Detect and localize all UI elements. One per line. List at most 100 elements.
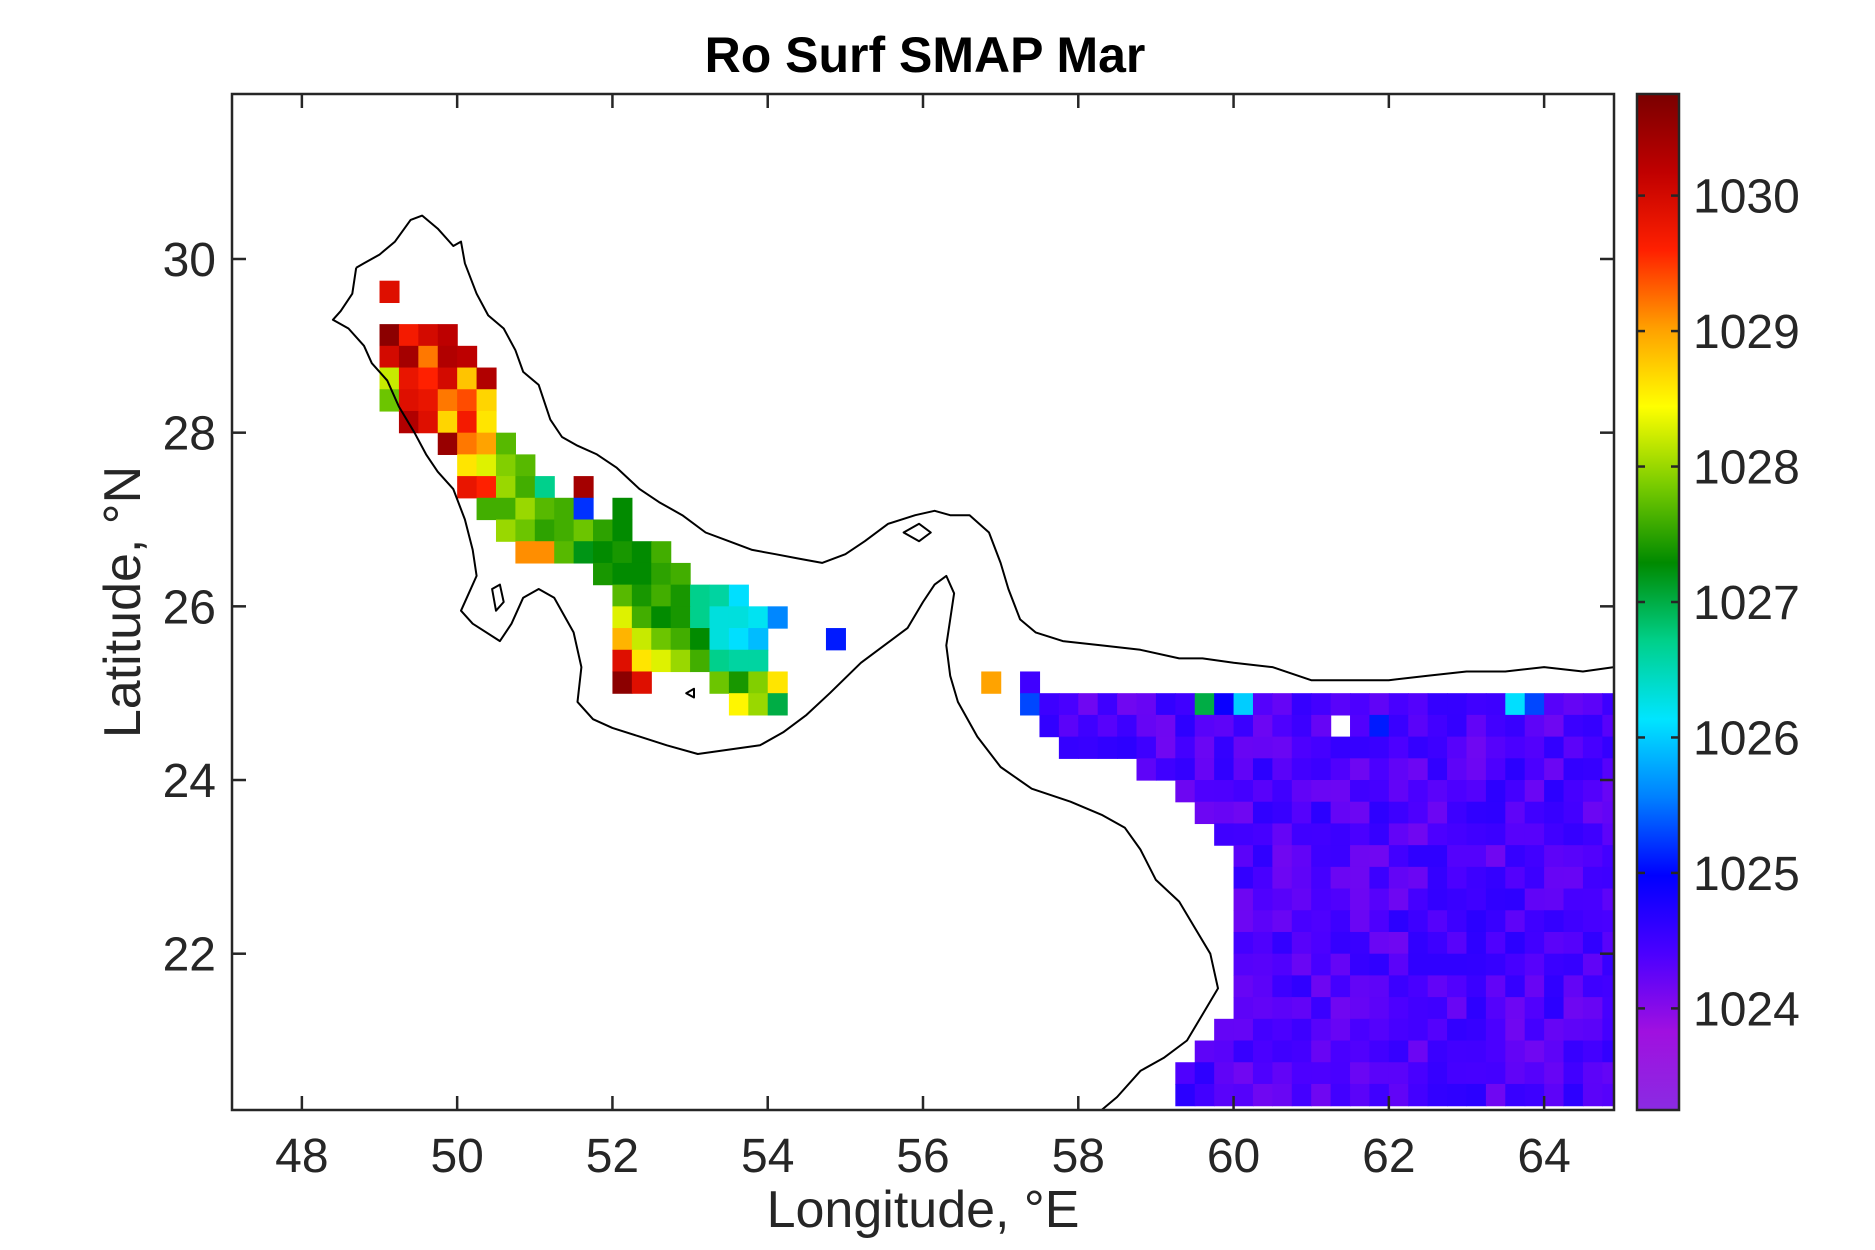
heatmap-cell xyxy=(1214,801,1235,825)
heatmap-cell xyxy=(1350,736,1371,759)
heatmap-cell xyxy=(1272,736,1293,759)
heatmap-cell xyxy=(1602,780,1615,803)
heatmap-cell xyxy=(1427,1040,1448,1063)
heatmap-cell xyxy=(1194,758,1215,781)
heatmap-cell xyxy=(1563,714,1584,738)
heatmap-cell xyxy=(573,541,594,564)
heatmap-cell xyxy=(1427,931,1448,955)
heatmap-cell xyxy=(1272,1018,1293,1042)
heatmap-cell xyxy=(1602,953,1615,976)
heatmap-cell xyxy=(1408,1062,1429,1085)
heatmap-cell xyxy=(1544,866,1565,890)
heatmap-cell xyxy=(1233,1062,1254,1085)
heatmap-cell xyxy=(1485,693,1506,716)
heatmap-cell xyxy=(554,497,575,521)
heatmap-cell xyxy=(1466,801,1487,825)
heatmap-cell xyxy=(1078,693,1099,716)
heatmap-cell xyxy=(1408,845,1429,868)
heatmap-cell xyxy=(1311,845,1332,868)
heatmap-cell xyxy=(1214,1062,1235,1085)
x-tick-label: 48 xyxy=(275,1130,328,1183)
heatmap-cell xyxy=(1602,758,1615,781)
heatmap-cell xyxy=(1602,1018,1615,1042)
heatmap-cell xyxy=(1311,866,1332,890)
heatmap-cell xyxy=(457,345,478,369)
heatmap-cell xyxy=(1369,975,1390,998)
heatmap-cell xyxy=(1155,714,1176,738)
heatmap-cell xyxy=(1350,997,1371,1020)
heatmap-cell xyxy=(476,367,497,390)
y-axis-ticks: 22 24 26 28 30 xyxy=(163,234,1614,982)
heatmap-cell xyxy=(1388,801,1409,825)
heatmap-cell xyxy=(457,476,478,499)
heatmap-cell xyxy=(1272,866,1293,890)
heatmap-cell xyxy=(1447,758,1468,781)
heatmap-cell xyxy=(1330,866,1351,890)
heatmap-cell xyxy=(1233,1040,1254,1063)
heatmap-cell xyxy=(631,628,652,651)
heatmap-cell xyxy=(1544,1018,1565,1042)
heatmap-cell xyxy=(1466,910,1487,933)
heatmap-cell xyxy=(1563,888,1584,911)
heatmap-cell xyxy=(1524,866,1545,890)
heatmap-cell xyxy=(1485,975,1506,998)
heatmap-cell xyxy=(651,628,672,651)
heatmap-cell xyxy=(1544,1040,1565,1063)
heatmap-cell xyxy=(1505,1083,1526,1107)
heatmap-cell xyxy=(1602,931,1615,955)
heatmap-cell xyxy=(1369,997,1390,1020)
heatmap-cell xyxy=(1291,693,1312,716)
heatmap-cell xyxy=(1369,866,1390,890)
heatmap-cell xyxy=(1252,888,1273,911)
heatmap-cell xyxy=(1330,801,1351,825)
heatmap-cell xyxy=(1544,910,1565,933)
heatmap-cell xyxy=(1350,888,1371,911)
heatmap-cell xyxy=(476,476,497,499)
heatmap-cell xyxy=(534,541,555,564)
heatmap-cell xyxy=(1563,975,1584,998)
heatmap-cell xyxy=(437,410,458,434)
heatmap-cell xyxy=(1447,1018,1468,1042)
heatmap-cell xyxy=(1427,910,1448,933)
heatmap-cell xyxy=(1408,780,1429,803)
heatmap-cell xyxy=(1311,1083,1332,1107)
heatmap-cell xyxy=(1447,975,1468,998)
heatmap-cell xyxy=(573,519,594,542)
heatmap-cell xyxy=(1194,693,1215,716)
heatmap-cell xyxy=(1505,866,1526,890)
heatmap-cell xyxy=(1252,931,1273,955)
heatmap-cell xyxy=(1311,714,1332,738)
heatmap-cell xyxy=(1485,997,1506,1020)
heatmap-cell xyxy=(748,649,769,673)
heatmap-cell xyxy=(1602,801,1615,825)
heatmap-cell xyxy=(1369,801,1390,825)
heatmap-cell xyxy=(1117,736,1138,759)
heatmap-cell xyxy=(1466,997,1487,1020)
heatmap-cell xyxy=(457,389,478,412)
heatmap-cell xyxy=(1233,975,1254,998)
heatmap-cell xyxy=(1214,693,1235,716)
heatmap-cell xyxy=(1369,1062,1390,1085)
heatmap-cell xyxy=(728,606,749,629)
heatmap-cell xyxy=(1369,1018,1390,1042)
heatmap-cell xyxy=(1582,866,1603,890)
heatmap-cell xyxy=(457,367,478,390)
heatmap-cell xyxy=(670,628,691,651)
heatmap-cell xyxy=(1291,758,1312,781)
heatmap-cell xyxy=(1252,758,1273,781)
heatmap-cell xyxy=(1175,693,1196,716)
heatmap-cell xyxy=(1369,845,1390,868)
heatmap-cell xyxy=(1272,714,1293,738)
heatmap-cell xyxy=(1233,780,1254,803)
heatmap-cell xyxy=(1291,1040,1312,1063)
heatmap-cell xyxy=(554,519,575,542)
heatmap-cell xyxy=(709,628,730,651)
heatmap-cell xyxy=(1272,1062,1293,1085)
heatmap-cell xyxy=(1582,888,1603,911)
heatmap-cell xyxy=(728,649,749,673)
heatmap-cell xyxy=(1175,714,1196,738)
heatmap-cell xyxy=(1252,780,1273,803)
heatmap-cell xyxy=(1388,736,1409,759)
heatmap-cell xyxy=(1252,845,1273,868)
heatmap-cell xyxy=(1194,1062,1215,1085)
